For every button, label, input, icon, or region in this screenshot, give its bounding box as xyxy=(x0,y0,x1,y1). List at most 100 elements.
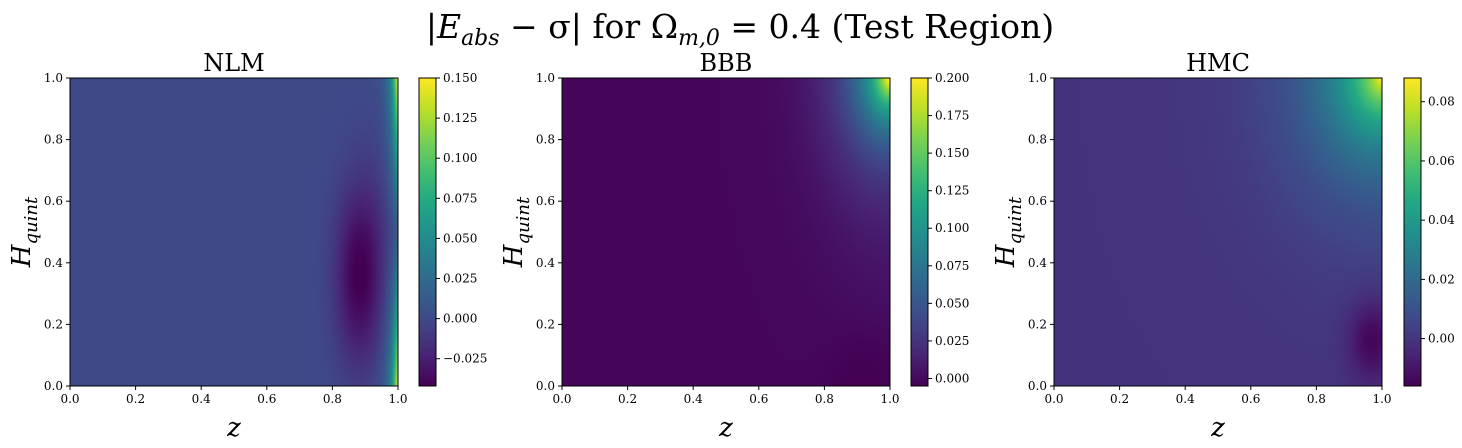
x-tick-label: 1.0 xyxy=(1372,392,1391,406)
colorbar-tick-label: 0.100 xyxy=(935,221,969,235)
title-E: E xyxy=(436,7,461,46)
colorbar-tick-label: 0.025 xyxy=(935,334,969,348)
colorbar-tick-label: 0.075 xyxy=(443,191,477,205)
figure-title: |Eabs − σ| for Ωm,0 = 0.4 (Test Region) xyxy=(426,7,1054,51)
x-tick-label: 0.6 xyxy=(257,392,276,406)
colorbar-tick-label: 0.000 xyxy=(935,371,969,385)
x-tick-label: 0.8 xyxy=(323,392,342,406)
panel-hmc: HMC 0.0 0.2 0.4 0.6 0.8 1.0 0.0 0.2 0.4 0.6 0.8 1.0 z… xyxy=(991,49,1455,443)
x-tick-label: 0.2 xyxy=(1110,392,1129,406)
colorbar-tick-label: 0.175 xyxy=(935,109,969,123)
x-tick-label: 0.4 xyxy=(192,392,211,406)
y-label-sub: quint xyxy=(1005,196,1026,244)
y-tick-label: 0.8 xyxy=(44,133,63,147)
panel-title: BBB xyxy=(700,49,753,77)
y-tick-label: 0.0 xyxy=(1028,379,1047,393)
colorbar-tick-label: 0.06 xyxy=(1428,154,1455,168)
colorbar xyxy=(419,78,436,386)
y-tick-label: 0.8 xyxy=(536,133,555,147)
title-E-sub: abs xyxy=(461,26,500,51)
x-tick-label: 1.0 xyxy=(880,392,899,406)
x-tick-label: 0.0 xyxy=(60,392,79,406)
y-tick-label: 0.0 xyxy=(44,379,63,393)
x-axis-label: z xyxy=(226,413,241,443)
colorbar-tick-label: 0.050 xyxy=(443,231,477,245)
y-label-main: H xyxy=(7,243,37,268)
y-axis-label: Hquint xyxy=(7,196,42,268)
heatmap-image xyxy=(1054,78,1382,386)
x-tick-label: 0.2 xyxy=(618,392,637,406)
title-for: for xyxy=(582,7,651,46)
axes-frame xyxy=(561,77,891,387)
colorbar-tick-label: 0.150 xyxy=(935,146,969,160)
y-label-main: H xyxy=(991,243,1021,268)
colorbar-frame xyxy=(418,77,437,387)
x-tick-label: 0.2 xyxy=(126,392,145,406)
x-axis-label: z xyxy=(718,413,733,443)
x-tick-label: 0.8 xyxy=(815,392,834,406)
title-omega: Ω xyxy=(651,7,678,46)
colorbar-tick-label: 0.00 xyxy=(1428,332,1455,346)
y-tick-label: 0.6 xyxy=(536,194,555,208)
y-axis-label: Hquint xyxy=(499,196,534,268)
y-tick-label: 0.8 xyxy=(1028,133,1047,147)
y-label-main: H xyxy=(499,243,529,268)
y-tick-label: 0.6 xyxy=(44,194,63,208)
y-tick-label: 0.2 xyxy=(44,317,63,331)
x-tick-label: 0.4 xyxy=(1176,392,1195,406)
x-axis-label: z xyxy=(1210,413,1225,443)
colorbar-tick-label: 0.025 xyxy=(443,272,477,286)
y-tick-label: 0.2 xyxy=(1028,317,1047,331)
colorbar xyxy=(911,78,928,386)
y-tick-label: 1.0 xyxy=(1028,71,1047,85)
y-label-sub: quint xyxy=(513,196,534,244)
x-tick-label: 0.6 xyxy=(749,392,768,406)
x-tick-label: 0.0 xyxy=(1044,392,1063,406)
y-tick-label: 0.2 xyxy=(536,317,555,331)
y-label-sub: quint xyxy=(21,196,42,244)
y-tick-label: 0.4 xyxy=(1028,256,1047,270)
y-tick-label: 0.4 xyxy=(44,256,63,270)
panel-bbb: BBB 0.0 0.2 0.4 0.6 0.8 1.0 0.0 0.2 0.4 0.6 0.8 1.0 z… xyxy=(499,49,969,443)
colorbar-tick-label: 0.125 xyxy=(443,111,477,125)
title-abs-close: | xyxy=(571,7,582,46)
heatmap-image xyxy=(70,78,398,386)
colorbar-tick-label: 0.050 xyxy=(935,296,969,310)
y-tick-label: 0.6 xyxy=(1028,194,1047,208)
title-minus-sigma: − σ xyxy=(500,7,571,46)
x-tick-label: 1.0 xyxy=(388,392,407,406)
colorbar-frame xyxy=(910,77,929,387)
colorbar-tick-label: 0.02 xyxy=(1428,272,1455,286)
x-tick-label: 0.4 xyxy=(684,392,703,406)
x-tick-label: 0.8 xyxy=(1307,392,1326,406)
colorbar-tick-label: −0.025 xyxy=(443,352,487,366)
colorbar-tick-label: 0.125 xyxy=(935,184,969,198)
colorbar-tick-label: 0.08 xyxy=(1428,95,1455,109)
y-tick-label: 0.4 xyxy=(536,256,555,270)
axes-frame xyxy=(1053,77,1383,387)
colorbar-frame xyxy=(1403,77,1422,387)
y-tick-label: 1.0 xyxy=(536,71,555,85)
y-tick-label: 0.0 xyxy=(536,379,555,393)
panel-title: HMC xyxy=(1186,49,1250,77)
y-tick-label: 1.0 xyxy=(44,71,63,85)
colorbar-tick-label: 0.200 xyxy=(935,71,969,85)
colorbar-tick-label: 0.150 xyxy=(443,71,477,85)
colorbar xyxy=(1404,78,1421,386)
colorbar-tick-label: 0.04 xyxy=(1428,213,1455,227)
panel-nlm: NLM 0.0 0.2 0.4 0.6 0.8 1.0 0.0 0.2 0.4 0.6 0.8 1.0 z… xyxy=(7,49,487,443)
axes-frame xyxy=(69,77,399,387)
title-abs-open: | xyxy=(426,7,437,46)
title-omega-sub: m,0 xyxy=(678,26,720,51)
colorbar-tick-label: 0.075 xyxy=(935,259,969,273)
x-tick-label: 0.0 xyxy=(552,392,571,406)
panel-title: NLM xyxy=(203,49,265,77)
heatmap-image xyxy=(562,78,890,386)
x-tick-label: 0.6 xyxy=(1241,392,1260,406)
colorbar-tick-label: 0.100 xyxy=(443,151,477,165)
title-eq-value: = 0.4 xyxy=(720,7,821,46)
title-region: (Test Region) xyxy=(821,7,1054,46)
colorbar-tick-label: 0.000 xyxy=(443,312,477,326)
y-axis-label: Hquint xyxy=(991,196,1026,268)
